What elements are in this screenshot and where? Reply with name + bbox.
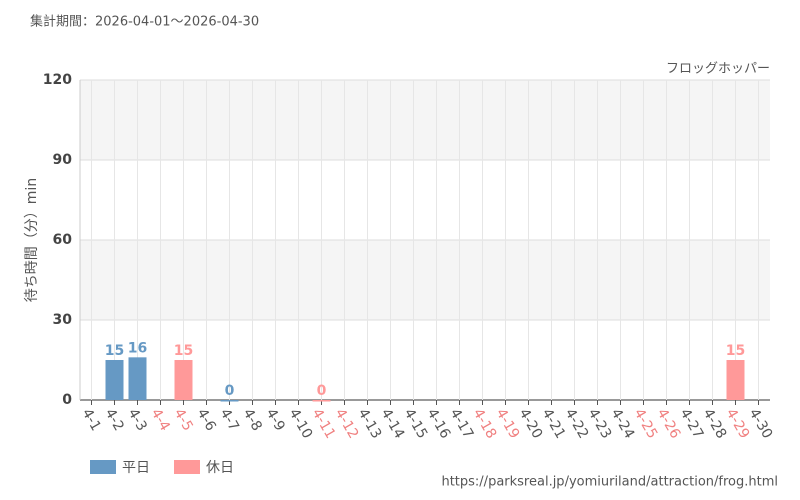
x-tick-label: 4-24 — [608, 406, 638, 442]
legend-label: 休日 — [206, 460, 234, 476]
x-tick-label: 4-9 — [263, 406, 288, 434]
x-tick-label: 4-19 — [493, 406, 523, 442]
data-label: 15 — [726, 343, 745, 359]
legend-label: 平日 — [122, 460, 150, 476]
x-tick-label: 4-17 — [447, 406, 477, 442]
legend-swatch — [174, 460, 200, 474]
x-tick-label: 4-11 — [309, 406, 339, 442]
x-tick-label: 4-28 — [700, 406, 730, 442]
x-tick-label: 4-23 — [585, 406, 615, 442]
grid-band — [80, 80, 770, 160]
y-tick-label: 120 — [43, 72, 72, 88]
x-tick-label: 4-1 — [79, 406, 104, 434]
data-label: 15 — [105, 343, 124, 359]
x-tick-label: 4-6 — [194, 406, 219, 434]
source: https://parksreal.jp/yomiuriland/attract… — [441, 475, 778, 490]
x-tick-label: 4-3 — [125, 406, 150, 434]
y-tick-label: 30 — [53, 312, 73, 328]
x-tick-label: 4-29 — [723, 406, 753, 442]
x-tick-label: 4-30 — [746, 406, 776, 442]
y-tick-label: 90 — [53, 152, 73, 168]
x-tick-label: 4-25 — [631, 406, 661, 442]
y-tick-label: 60 — [53, 232, 73, 248]
x-tick-label: 4-2 — [102, 406, 127, 434]
x-tick-label: 4-10 — [286, 406, 316, 442]
y-axis-label: 待ち時間（分）min — [24, 178, 40, 302]
x-tick-label: 4-18 — [470, 406, 500, 442]
data-label: 15 — [174, 343, 193, 359]
data-label: 16 — [128, 340, 147, 356]
bar — [220, 400, 239, 402]
data-label: 0 — [225, 383, 235, 399]
x-tick-label: 4-21 — [539, 406, 569, 442]
x-tick-label: 4-4 — [148, 406, 173, 434]
x-tick-label: 4-5 — [171, 406, 196, 434]
grid-band — [80, 240, 770, 320]
x-tick-label: 4-20 — [516, 406, 546, 442]
x-tick-label: 4-22 — [562, 406, 592, 442]
chart-title: フロッグホッパー — [666, 62, 770, 77]
bar — [174, 360, 193, 400]
x-tick-label: 4-27 — [677, 406, 707, 442]
bar — [312, 400, 331, 402]
x-tick-label: 4-15 — [401, 406, 431, 442]
x-tick-label: 4-14 — [378, 406, 408, 442]
x-tick-label: 4-13 — [355, 406, 385, 442]
bar — [105, 360, 124, 400]
bar — [726, 360, 745, 400]
x-tick-label: 4-26 — [654, 406, 684, 442]
x-tick-label: 4-16 — [424, 406, 454, 442]
x-tick-label: 4-7 — [217, 406, 242, 434]
y-tick-label: 0 — [62, 392, 72, 408]
data-label: 0 — [317, 383, 327, 399]
chart-subtitle: 集計期間：2026-04-01～2026-04-30 — [30, 14, 259, 30]
x-tick-label: 4-8 — [240, 406, 265, 434]
x-tick-label: 4-12 — [332, 406, 362, 442]
legend-swatch — [90, 460, 116, 474]
bar — [128, 357, 147, 400]
